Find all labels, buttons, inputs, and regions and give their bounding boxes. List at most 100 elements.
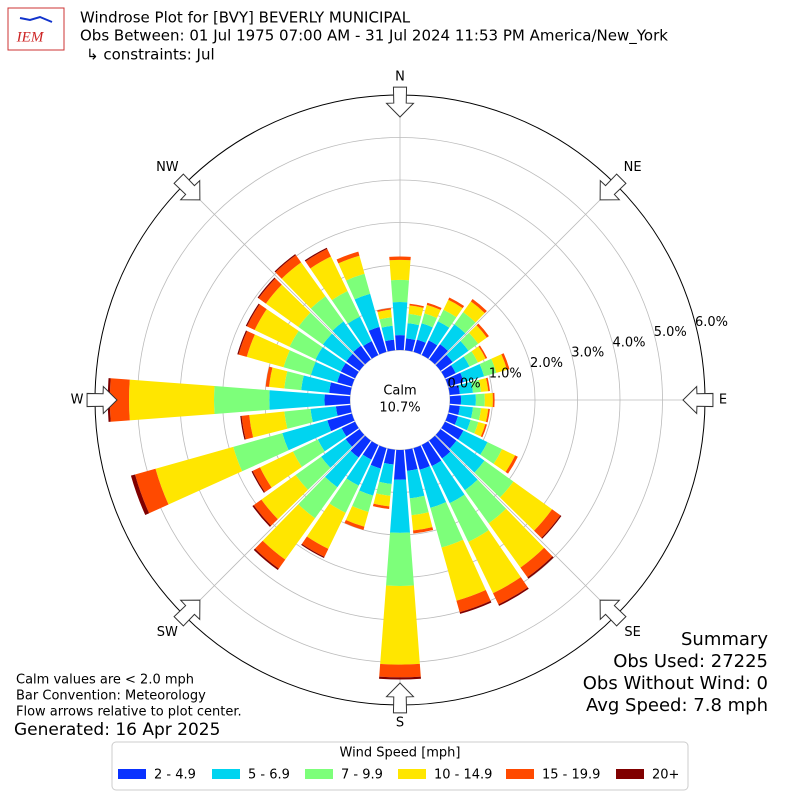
wedge	[408, 305, 424, 317]
grid-spoke	[435, 184, 616, 365]
compass-label: SE	[624, 625, 640, 640]
logo-frame	[7, 7, 65, 51]
wedge	[413, 339, 426, 355]
wedge	[463, 351, 478, 367]
wedge	[411, 512, 433, 531]
wedge	[213, 386, 270, 414]
flow-arrow	[173, 173, 201, 201]
wedge	[251, 470, 265, 493]
wedge	[233, 433, 289, 472]
wedge	[331, 290, 360, 324]
wedge	[252, 467, 272, 493]
r-tick-label: 1.0%	[489, 366, 522, 381]
wedge	[435, 354, 453, 371]
legend-swatch	[212, 769, 240, 779]
wedge	[493, 577, 528, 605]
legend-swatch	[616, 769, 644, 779]
wedge	[352, 490, 374, 512]
wedge	[458, 381, 474, 395]
compass-label: SW	[157, 625, 178, 640]
compass-label: N	[395, 70, 405, 85]
wedge	[468, 325, 487, 344]
wedge	[421, 340, 438, 359]
wedge	[392, 301, 408, 336]
legend-label: 15 - 19.9	[542, 768, 600, 783]
wedge	[341, 421, 359, 437]
wedge	[395, 335, 405, 351]
wedge	[446, 341, 469, 363]
legend-swatch	[398, 769, 426, 779]
wedge	[390, 279, 410, 303]
wedge	[259, 451, 302, 488]
wedge	[301, 375, 331, 393]
wedge	[253, 499, 278, 526]
wedge	[372, 503, 390, 509]
wedge	[246, 334, 290, 368]
wedge	[409, 303, 424, 308]
wedge	[451, 356, 470, 374]
wedge	[534, 509, 561, 538]
r-tick-label: 3.0%	[571, 346, 604, 361]
wedge	[488, 508, 545, 568]
logo-mark	[19, 15, 53, 23]
wedge	[480, 423, 488, 438]
wedge	[426, 302, 442, 310]
wedge	[135, 468, 169, 514]
wedge	[363, 341, 379, 359]
legend-title: Wind Speed [mph]	[340, 746, 461, 761]
summary-line: Obs Without Wind: 0	[583, 673, 768, 694]
wedge	[413, 527, 434, 534]
wedge	[386, 532, 414, 586]
wedge	[460, 364, 485, 383]
wedge	[329, 478, 359, 513]
wedge	[478, 408, 489, 422]
wedge	[377, 309, 392, 320]
legend-swatch	[305, 769, 333, 779]
wedge	[283, 350, 316, 375]
wedge	[284, 371, 304, 391]
legend-swatch	[118, 769, 146, 779]
wedge	[379, 462, 394, 485]
wedge	[324, 394, 351, 406]
wedge	[449, 494, 489, 542]
legend-label: 10 - 14.9	[434, 768, 492, 783]
wedge	[448, 385, 460, 396]
wedge	[354, 293, 380, 331]
wedge	[321, 439, 353, 468]
wedge	[474, 460, 514, 498]
wedge	[485, 408, 490, 423]
wedge	[238, 330, 255, 357]
wedge	[527, 556, 554, 579]
wedge	[130, 474, 150, 516]
wedge	[478, 378, 489, 392]
wedge	[421, 313, 438, 328]
legend-label: 20+	[652, 768, 679, 783]
calm-value: 10.7%	[379, 401, 420, 416]
flow-arrow	[599, 599, 627, 627]
wedge	[407, 313, 422, 326]
wedge	[429, 344, 448, 365]
wedge	[377, 307, 391, 313]
wedge	[464, 479, 507, 524]
wedge	[437, 309, 457, 328]
wedge	[370, 445, 387, 469]
wedge	[479, 358, 497, 377]
r-tick-label: 2.0%	[530, 356, 563, 371]
compass-label: E	[719, 393, 727, 408]
legend-label: 7 - 9.9	[341, 768, 383, 783]
legend-box	[111, 741, 689, 791]
wedge	[435, 429, 457, 449]
wedge	[484, 393, 493, 407]
wedge	[389, 259, 411, 281]
wedge	[329, 382, 352, 396]
wedge	[257, 277, 276, 299]
wedge	[304, 247, 328, 262]
wedge	[468, 530, 521, 594]
wedge	[345, 505, 369, 527]
wedge	[322, 333, 353, 362]
wedge	[466, 419, 479, 434]
r-tick-label: 4.0%	[612, 335, 645, 350]
compass-label: W	[71, 393, 84, 408]
summary-line: Obs Used: 27225	[613, 651, 768, 672]
